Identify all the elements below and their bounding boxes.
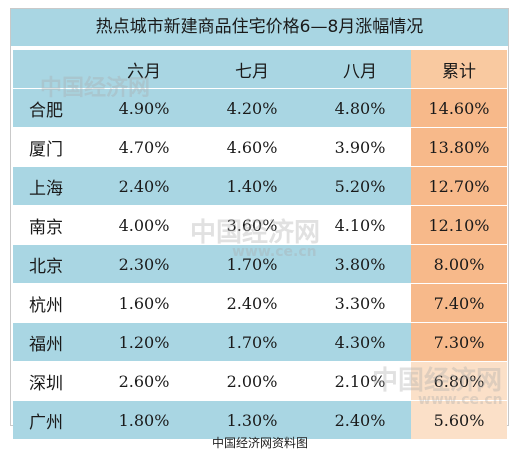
value-cell: 3.90% <box>309 128 411 166</box>
city-label: 深圳 <box>13 362 93 400</box>
cumulative-cell: 7.30% <box>411 323 507 361</box>
header-june: 六月 <box>93 50 195 88</box>
city-label: 杭州 <box>13 284 93 322</box>
table-row: 北京 2.30% 1.70% 3.80% 8.00% <box>13 245 507 283</box>
value-cell: 3.80% <box>309 245 411 283</box>
value-cell: 1.30% <box>195 401 309 439</box>
city-label: 北京 <box>13 245 93 283</box>
value-cell: 4.10% <box>309 206 411 244</box>
data-table: 六月 七月 八月 累计 合肥 4.90% 4.20% 4.80% 14.60% 厦门 4.7… <box>13 49 507 440</box>
table-row: 上海 2.40% 1.40% 5.20% 12.70% <box>13 167 507 205</box>
value-cell: 4.00% <box>93 206 195 244</box>
value-cell: 1.40% <box>195 167 309 205</box>
value-cell: 3.60% <box>195 206 309 244</box>
cumulative-cell: 14.60% <box>411 89 507 127</box>
table-row: 南京 4.00% 3.60% 4.10% 12.10% <box>13 206 507 244</box>
value-cell: 2.40% <box>93 167 195 205</box>
header-cumulative: 累计 <box>411 50 507 88</box>
header-row: 六月 七月 八月 累计 <box>13 50 507 88</box>
value-cell: 1.70% <box>195 323 309 361</box>
table-row: 合肥 4.90% 4.20% 4.80% 14.60% <box>13 89 507 127</box>
header-august: 八月 <box>309 50 411 88</box>
caption: 中国经济网资料图 <box>211 436 308 450</box>
value-cell: 4.80% <box>309 89 411 127</box>
value-cell: 4.20% <box>195 89 309 127</box>
city-label: 上海 <box>13 167 93 205</box>
value-cell: 1.20% <box>93 323 195 361</box>
value-cell: 4.60% <box>195 128 309 166</box>
city-label: 合肥 <box>13 89 93 127</box>
city-label: 福州 <box>13 323 93 361</box>
value-cell: 2.00% <box>195 362 309 400</box>
cumulative-cell: 13.80% <box>411 128 507 166</box>
city-label: 广州 <box>13 401 93 439</box>
cumulative-cell: 5.60% <box>411 401 507 439</box>
header-july: 七月 <box>195 50 309 88</box>
value-cell: 2.10% <box>309 362 411 400</box>
table-row: 杭州 1.60% 2.40% 3.30% 7.40% <box>13 284 507 322</box>
chart-title: 热点城市新建商品住宅价格6—8月涨幅情况 <box>11 9 508 46</box>
table-row: 广州 1.80% 1.30% 2.40% 5.60% <box>13 401 507 439</box>
cumulative-cell: 8.00% <box>411 245 507 283</box>
value-cell: 2.30% <box>93 245 195 283</box>
value-cell: 3.30% <box>309 284 411 322</box>
cumulative-cell: 7.40% <box>411 284 507 322</box>
cumulative-cell: 12.10% <box>411 206 507 244</box>
table-row: 深圳 2.60% 2.00% 2.10% 6.80% <box>13 362 507 400</box>
value-cell: 4.90% <box>93 89 195 127</box>
table-row: 厦门 4.70% 4.60% 3.90% 13.80% <box>13 128 507 166</box>
value-cell: 1.60% <box>93 284 195 322</box>
value-cell: 1.70% <box>195 245 309 283</box>
value-cell: 2.60% <box>93 362 195 400</box>
city-label: 南京 <box>13 206 93 244</box>
table-row: 福州 1.20% 1.70% 4.30% 7.30% <box>13 323 507 361</box>
value-cell: 4.30% <box>309 323 411 361</box>
value-cell: 1.80% <box>93 401 195 439</box>
cumulative-cell: 12.70% <box>411 167 507 205</box>
value-cell: 2.40% <box>195 284 309 322</box>
city-label: 厦门 <box>13 128 93 166</box>
value-cell: 5.20% <box>309 167 411 205</box>
header-corner <box>13 50 93 88</box>
cumulative-cell: 6.80% <box>411 362 507 400</box>
value-cell: 2.40% <box>309 401 411 439</box>
value-cell: 4.70% <box>93 128 195 166</box>
